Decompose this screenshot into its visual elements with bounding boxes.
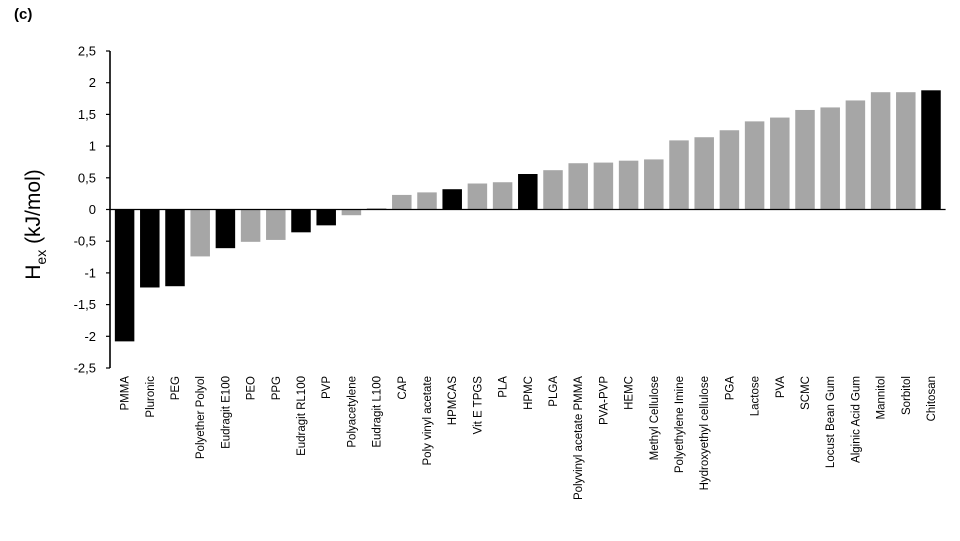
bar [669, 140, 689, 210]
category-label: Polyvinyl acetate PMMA [573, 376, 585, 500]
bar [820, 107, 840, 210]
y-axis-label-main: H [22, 265, 45, 280]
category-label: PVP [321, 376, 333, 399]
category-label: HPMC [523, 376, 535, 410]
bar [618, 160, 639, 210]
category-label: PEO [246, 376, 258, 400]
bar [467, 183, 488, 210]
category-label: HPMCAS [447, 376, 459, 426]
category-label: Eudragit E100 [220, 376, 232, 449]
bar [417, 192, 437, 210]
category-label: Eudragit L100 [372, 376, 384, 448]
y-tick-label: -1,5 [74, 297, 96, 312]
bar [215, 209, 236, 249]
y-axis: 2,5 2 1,5 1 0,5 0 -0,5 -1 -1,5 -2 -2,5 [74, 44, 111, 376]
bar [744, 121, 765, 210]
y-tick-label: -2,5 [74, 361, 96, 376]
category-label: PPG [271, 376, 283, 400]
category-label: Methyl Cellulose [649, 376, 661, 460]
category-label: Mannitol [876, 376, 888, 419]
category-label: Hydroxyethyl cellulose [699, 376, 711, 490]
bar [845, 100, 866, 210]
bar [896, 92, 916, 210]
bar [795, 109, 815, 210]
bar [921, 90, 941, 210]
bar [140, 209, 160, 288]
category-label: PVA-PVP [598, 376, 610, 425]
bar [316, 209, 336, 226]
category-label: Lactose [750, 376, 762, 416]
bar [719, 130, 740, 210]
bar [518, 174, 538, 210]
y-tick-label: 0,5 [78, 170, 96, 185]
bar [543, 170, 563, 210]
category-label: PLA [498, 376, 510, 398]
y-tick-label: -0,5 [74, 234, 96, 249]
bar [568, 163, 588, 210]
category-label: Eudragit RL100 [296, 376, 308, 456]
bar [291, 209, 311, 233]
y-axis-label: Hex (kJ/mol) [22, 169, 49, 279]
category-label: Poly vinyl acetate [422, 376, 434, 466]
category-label: PGA [724, 376, 736, 401]
bar [694, 137, 714, 210]
category-label: Sorbitol [901, 376, 913, 415]
category-label: Polyacetylene [346, 376, 358, 448]
bar [870, 92, 891, 210]
category-label: Polyether Polyol [195, 376, 207, 459]
bar [114, 209, 135, 342]
category-label: Alginic Acid Gum [850, 376, 862, 463]
category-labels: PMMA Pluronic PEG Polyether Polyol Eudragit … [120, 376, 938, 500]
y-tick-label: 1,5 [78, 107, 96, 122]
bar [240, 209, 261, 242]
y-tick-label: 0 [89, 202, 96, 217]
y-tick-label: 2,5 [78, 44, 96, 59]
category-label: HEMC [624, 376, 636, 410]
y-axis-label-subscript: ex [33, 250, 49, 265]
y-tick-label: -1 [84, 265, 96, 280]
category-label: Pluronic [145, 376, 157, 418]
y-axis-label-unit: (kJ/mol) [22, 169, 45, 250]
category-label: PMMA [120, 376, 132, 411]
bar [593, 162, 614, 210]
panel-label: (c) [14, 6, 33, 23]
y-tick-label: 1 [89, 139, 96, 154]
bar [644, 159, 664, 210]
category-label: SCMC [800, 376, 812, 410]
bar [492, 182, 513, 210]
bar [165, 209, 185, 287]
bar [392, 194, 412, 210]
bar [266, 209, 286, 240]
y-tick-label: -2 [84, 329, 96, 344]
bar [341, 209, 362, 216]
category-label: Chitosan [926, 376, 938, 421]
bar [190, 209, 210, 257]
category-label: PLGA [548, 376, 560, 407]
category-label: CAP [397, 376, 409, 400]
category-label: PVA [775, 376, 787, 398]
bars [114, 90, 941, 342]
y-tick-label: 2 [89, 75, 96, 90]
bar [366, 208, 387, 210]
bar [442, 189, 462, 210]
category-label: Polyethylene Imine [674, 376, 686, 473]
bar [770, 117, 790, 210]
category-label: Locust Bean Gum [825, 376, 837, 468]
category-label: Vit E TPGS [472, 376, 484, 435]
category-label: PEG [170, 376, 182, 400]
